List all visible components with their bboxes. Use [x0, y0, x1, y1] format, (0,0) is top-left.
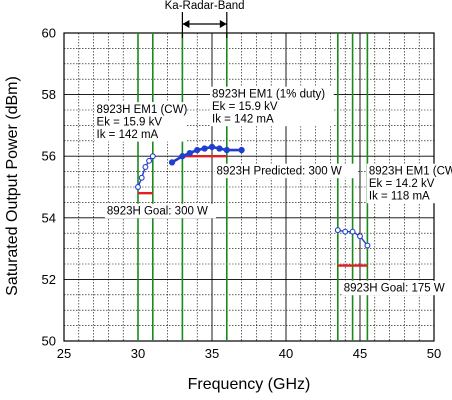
annotation-text: 8923H Goal: 300 W	[107, 206, 208, 218]
x-tick-label: 45	[353, 346, 367, 361]
annotation-text: 8923H Goal: 175 W	[344, 283, 445, 295]
x-tick-label: 50	[427, 346, 441, 361]
band-arrow-right	[219, 20, 227, 28]
annotation-text: Ek = 15.9 kV	[97, 117, 163, 129]
annotation-box	[210, 86, 334, 127]
y-tick-label: 58	[42, 87, 56, 102]
data-point	[138, 174, 145, 181]
annotation-text: Ek = 14.2 kV	[369, 178, 435, 190]
band-arrow-left	[182, 20, 190, 28]
annotation-box	[341, 280, 452, 296]
data-point	[349, 228, 356, 235]
annotation-text: 8923H EM1 (CW)	[97, 104, 188, 116]
x-tick-label: 40	[279, 346, 293, 361]
annotation-text: Ik = 142 mA	[97, 129, 159, 141]
data-point	[168, 159, 176, 166]
y-tick-label: 52	[42, 272, 56, 287]
x-tick-label: 30	[131, 346, 145, 361]
annotation-5: 8923H Goal: 300 W	[104, 203, 217, 219]
y-tick-label: 54	[42, 210, 56, 225]
ka-radar-band: Ka-Radar-Band	[165, 0, 245, 38]
data-point	[179, 153, 186, 160]
y-tick-label: 60	[42, 26, 56, 41]
data-point	[238, 146, 245, 154]
annotation-6: 8923H Goal: 175 W	[341, 280, 452, 296]
data-point	[146, 157, 153, 164]
annotation-text: Ek = 15.9 kV	[212, 101, 278, 113]
band-label: Ka-Radar-Band	[165, 0, 245, 12]
annotation-text: 8923H EM1 (CW)	[369, 166, 452, 178]
data-point	[149, 153, 156, 160]
data-point	[342, 228, 349, 235]
x-tick-label: 25	[57, 346, 71, 361]
data-point	[357, 233, 363, 240]
annotation-box	[214, 163, 358, 179]
y-axis-label: Saturated Output Power (dBm)	[4, 76, 21, 296]
tick-labels: 25 30 35 40 45 50 50 52 54 56 58 60	[42, 26, 442, 362]
x-tick-label: 35	[205, 346, 219, 361]
annotation-3: 8923H Predicted: 300 W	[214, 163, 358, 179]
annotation-text: 8923H EM1 (1% duty)	[212, 89, 325, 101]
data-point	[186, 149, 193, 157]
x-axis-label: Frequency (GHz)	[188, 376, 311, 393]
data-point	[216, 145, 223, 152]
annotation-text: 8923H Predicted: 300 W	[216, 166, 341, 178]
data-point	[194, 146, 201, 154]
data-point	[223, 146, 230, 154]
y-tick-label: 50	[42, 334, 56, 349]
data-point	[201, 145, 208, 152]
series-group	[135, 143, 371, 249]
data-point	[208, 143, 216, 151]
data-point	[364, 242, 371, 249]
annotation-text: Ik = 142 mA	[212, 114, 274, 126]
data-point	[142, 164, 149, 170]
annotation-box	[104, 203, 217, 219]
y-tick-label: 56	[42, 149, 56, 164]
annotation-box	[366, 163, 452, 204]
data-point	[334, 227, 341, 234]
data-point	[135, 184, 141, 190]
annotation-box	[94, 102, 187, 142]
annotation-text: Ik = 118 mA	[369, 191, 430, 203]
